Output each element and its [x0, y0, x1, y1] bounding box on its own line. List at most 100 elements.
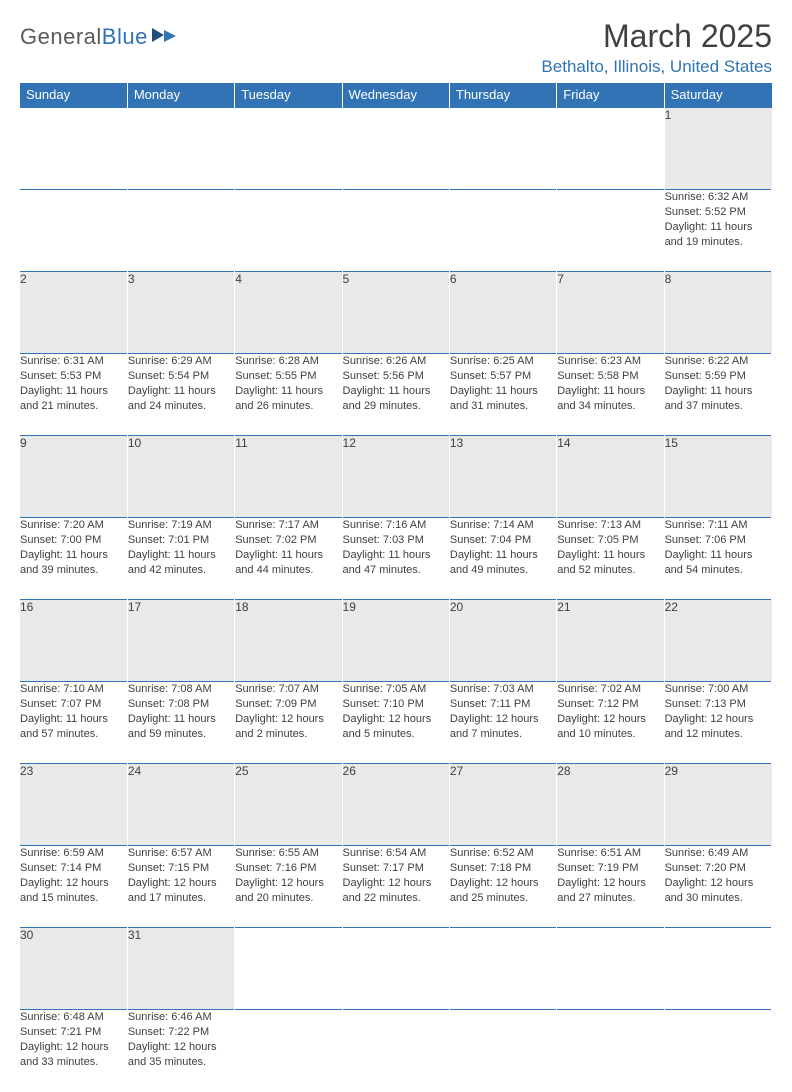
sunrise-line: Sunrise: 7:16 AM — [343, 518, 449, 533]
day-number: 3 — [127, 272, 234, 354]
sunrise-line: Sunrise: 6:51 AM — [557, 846, 663, 861]
day-cell: Sunrise: 7:14 AMSunset: 7:04 PMDaylight:… — [449, 518, 556, 600]
daynum-row: 3031 — [20, 928, 772, 1010]
day-cell — [20, 190, 127, 272]
daylight-line: Daylight: 11 hours and 57 minutes. — [20, 712, 127, 742]
sunset-line: Sunset: 7:05 PM — [557, 533, 663, 548]
sunset-line: Sunset: 7:07 PM — [20, 697, 127, 712]
day-number — [557, 108, 664, 190]
sunset-line: Sunset: 7:11 PM — [450, 697, 556, 712]
sunset-line: Sunset: 7:08 PM — [128, 697, 234, 712]
sunrise-line: Sunrise: 6:52 AM — [450, 846, 556, 861]
day-number: 15 — [664, 436, 771, 518]
day-cell — [449, 190, 556, 272]
calendar-table: SundayMondayTuesdayWednesdayThursdayFrid… — [20, 83, 772, 1092]
day-number: 29 — [664, 764, 771, 846]
sunset-line: Sunset: 7:16 PM — [235, 861, 341, 876]
day-cell — [235, 1010, 342, 1092]
day-cell: Sunrise: 6:55 AMSunset: 7:16 PMDaylight:… — [235, 846, 342, 928]
day-cell: Sunrise: 7:10 AMSunset: 7:07 PMDaylight:… — [20, 682, 127, 764]
day-number: 27 — [449, 764, 556, 846]
daylight-line: Daylight: 12 hours and 17 minutes. — [128, 876, 234, 906]
sunrise-line: Sunrise: 7:20 AM — [20, 518, 127, 533]
day-cell: Sunrise: 7:00 AMSunset: 7:13 PMDaylight:… — [664, 682, 771, 764]
logo: GeneralBlue — [20, 24, 178, 50]
day-cell: Sunrise: 6:25 AMSunset: 5:57 PMDaylight:… — [449, 354, 556, 436]
sunrise-line: Sunrise: 6:25 AM — [450, 354, 556, 369]
sunset-line: Sunset: 7:12 PM — [557, 697, 663, 712]
logo-word-2: Blue — [102, 24, 148, 49]
day-number — [557, 928, 664, 1010]
sunset-line: Sunset: 5:58 PM — [557, 369, 663, 384]
day-header: Tuesday — [235, 83, 342, 108]
sunset-line: Sunset: 7:02 PM — [235, 533, 341, 548]
day-cell: Sunrise: 7:20 AMSunset: 7:00 PMDaylight:… — [20, 518, 127, 600]
sunrise-line: Sunrise: 7:07 AM — [235, 682, 341, 697]
content-row: Sunrise: 7:20 AMSunset: 7:00 PMDaylight:… — [20, 518, 772, 600]
day-number: 14 — [557, 436, 664, 518]
day-number: 8 — [664, 272, 771, 354]
sunrise-line: Sunrise: 6:57 AM — [128, 846, 234, 861]
sunset-line: Sunset: 7:13 PM — [665, 697, 771, 712]
day-header: Wednesday — [342, 83, 449, 108]
day-header: Monday — [127, 83, 234, 108]
day-cell: Sunrise: 7:03 AMSunset: 7:11 PMDaylight:… — [449, 682, 556, 764]
calendar-body: 1 Sunrise: 6:32 AMSunset: 5:52 PMDayligh… — [20, 108, 772, 1092]
content-row: Sunrise: 6:59 AMSunset: 7:14 PMDaylight:… — [20, 846, 772, 928]
day-cell: Sunrise: 6:28 AMSunset: 5:55 PMDaylight:… — [235, 354, 342, 436]
sunrise-line: Sunrise: 6:29 AM — [128, 354, 234, 369]
sunset-line: Sunset: 7:15 PM — [128, 861, 234, 876]
sunrise-line: Sunrise: 6:49 AM — [665, 846, 771, 861]
day-number: 24 — [127, 764, 234, 846]
sunset-line: Sunset: 5:52 PM — [665, 205, 771, 220]
daylight-line: Daylight: 12 hours and 5 minutes. — [343, 712, 449, 742]
daylight-line: Daylight: 12 hours and 35 minutes. — [128, 1040, 234, 1070]
day-cell — [557, 190, 664, 272]
title-block: March 2025 Bethalto, Illinois, United St… — [541, 18, 772, 77]
sunset-line: Sunset: 5:59 PM — [665, 369, 771, 384]
day-cell — [557, 1010, 664, 1092]
daylight-line: Daylight: 11 hours and 37 minutes. — [665, 384, 771, 414]
day-header-row: SundayMondayTuesdayWednesdayThursdayFrid… — [20, 83, 772, 108]
daylight-line: Daylight: 12 hours and 22 minutes. — [343, 876, 449, 906]
day-cell: Sunrise: 6:51 AMSunset: 7:19 PMDaylight:… — [557, 846, 664, 928]
daylight-line: Daylight: 12 hours and 15 minutes. — [20, 876, 127, 906]
sunset-line: Sunset: 7:06 PM — [665, 533, 771, 548]
daylight-line: Daylight: 12 hours and 7 minutes. — [450, 712, 556, 742]
day-number: 2 — [20, 272, 127, 354]
day-number — [20, 108, 127, 190]
day-number: 13 — [449, 436, 556, 518]
day-cell — [449, 1010, 556, 1092]
sunset-line: Sunset: 7:20 PM — [665, 861, 771, 876]
day-number: 11 — [235, 436, 342, 518]
day-header: Friday — [557, 83, 664, 108]
day-cell: Sunrise: 6:22 AMSunset: 5:59 PMDaylight:… — [664, 354, 771, 436]
sunset-line: Sunset: 5:55 PM — [235, 369, 341, 384]
day-cell: Sunrise: 7:19 AMSunset: 7:01 PMDaylight:… — [127, 518, 234, 600]
sunrise-line: Sunrise: 6:22 AM — [665, 354, 771, 369]
day-cell — [342, 1010, 449, 1092]
daylight-line: Daylight: 11 hours and 26 minutes. — [235, 384, 341, 414]
sunset-line: Sunset: 7:14 PM — [20, 861, 127, 876]
day-number: 6 — [449, 272, 556, 354]
sunrise-line: Sunrise: 6:48 AM — [20, 1010, 127, 1025]
day-cell: Sunrise: 7:11 AMSunset: 7:06 PMDaylight:… — [664, 518, 771, 600]
sunrise-line: Sunrise: 6:31 AM — [20, 354, 127, 369]
daylight-line: Daylight: 11 hours and 54 minutes. — [665, 548, 771, 578]
daylight-line: Daylight: 11 hours and 47 minutes. — [343, 548, 449, 578]
sunset-line: Sunset: 7:03 PM — [343, 533, 449, 548]
sunrise-line: Sunrise: 7:14 AM — [450, 518, 556, 533]
location: Bethalto, Illinois, United States — [541, 57, 772, 77]
content-row: Sunrise: 7:10 AMSunset: 7:07 PMDaylight:… — [20, 682, 772, 764]
sunset-line: Sunset: 7:01 PM — [128, 533, 234, 548]
daylight-line: Daylight: 12 hours and 33 minutes. — [20, 1040, 127, 1070]
day-cell: Sunrise: 6:49 AMSunset: 7:20 PMDaylight:… — [664, 846, 771, 928]
sunset-line: Sunset: 7:18 PM — [450, 861, 556, 876]
day-cell: Sunrise: 7:07 AMSunset: 7:09 PMDaylight:… — [235, 682, 342, 764]
daylight-line: Daylight: 12 hours and 20 minutes. — [235, 876, 341, 906]
page-title: March 2025 — [541, 18, 772, 55]
content-row: Sunrise: 6:31 AMSunset: 5:53 PMDaylight:… — [20, 354, 772, 436]
day-number: 26 — [342, 764, 449, 846]
day-cell: Sunrise: 7:16 AMSunset: 7:03 PMDaylight:… — [342, 518, 449, 600]
sunrise-line: Sunrise: 7:19 AM — [128, 518, 234, 533]
